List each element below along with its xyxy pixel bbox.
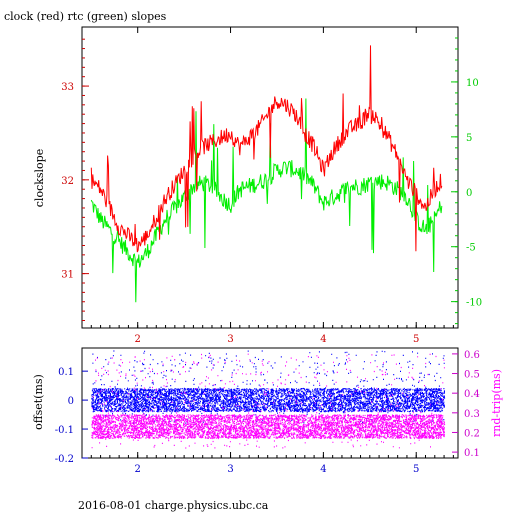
bottom-x-tick-label: 4 [320, 464, 326, 475]
top-y-tick-label: 31 [61, 270, 74, 281]
bottom-y-tick-label: 0 [68, 396, 74, 407]
offset-points [91, 350, 446, 424]
top-x-tick-label: 5 [413, 334, 419, 345]
bottom-plot-frame [81, 347, 459, 459]
top-rtc-series [90, 98, 443, 303]
bottom-y2-tick-label: 0.6 [464, 350, 480, 361]
bottom-x-tick-label: 5 [413, 464, 419, 475]
top-y2-tick-label: 10 [466, 78, 479, 89]
clock-line [90, 45, 443, 253]
bottom-y-tick-label: -0.2 [55, 454, 74, 465]
top-panel: 2 3 4 5 31 32 33 -10 -5 0 5 10 clockslope [33, 26, 482, 345]
bottom-right-axis-label: rnd-trip(ms) [490, 369, 503, 437]
bottom-left-axis-label: offset(ms) [32, 374, 45, 430]
top-y-tick-label: 32 [61, 176, 74, 187]
bottom-y-tick-label: -0.1 [55, 425, 74, 436]
footer-caption: 2016-08-01 charge.physics.ubc.ca [78, 499, 269, 512]
top-y-tick-label: 33 [61, 82, 74, 93]
bottom-rndtrip-series [91, 353, 446, 449]
top-x-tick-label: 4 [320, 334, 326, 345]
top-x-axis: 2 3 4 5 [90, 27, 454, 345]
bottom-y2-tick-label: 0.2 [464, 428, 480, 439]
top-clock-series [90, 45, 443, 253]
bottom-left-axis: -0.2 -0.1 0 0.1 [55, 367, 88, 465]
bottom-y2-tick-label: 0.3 [464, 409, 480, 420]
top-y-axis-label: clockslope [33, 149, 46, 207]
top-y2-tick-label: 0 [466, 188, 472, 199]
top-right-axis: -10 -5 0 5 10 [451, 37, 482, 325]
chart-title: clock (red) rtc (green) slopes [4, 10, 167, 23]
bottom-x-axis: 2 3 4 5 [90, 452, 454, 475]
bottom-offset-series [91, 350, 446, 424]
bottom-y2-tick-label: 0.5 [464, 370, 480, 381]
top-plot-frame [81, 26, 459, 329]
bottom-y2-tick-label: 0.1 [464, 448, 480, 459]
top-y2-tick-label: 5 [466, 133, 472, 144]
rtc-line [90, 98, 443, 303]
bottom-right-axis: 0.1 0.2 0.3 0.4 0.5 0.6 [452, 350, 480, 459]
bottom-panel: 2 3 4 5 -0.2 -0.1 0 0.1 0.1 0.2 0.3 0.4 0.5 0.6 off… [32, 347, 503, 475]
top-x-tick-label: 3 [227, 334, 233, 345]
top-y2-tick-label: -5 [466, 243, 476, 254]
bottom-y-tick-label: 0.1 [58, 367, 74, 378]
top-left-axis: 31 32 33 [61, 38, 89, 321]
top-y2-tick-label: -10 [466, 298, 482, 309]
bottom-x-tick-label: 2 [135, 464, 141, 475]
rndtrip-points [91, 353, 446, 449]
top-x-tick-label: 2 [135, 334, 141, 345]
bottom-x-tick-label: 3 [227, 464, 233, 475]
bottom-y2-tick-label: 0.4 [464, 389, 480, 400]
